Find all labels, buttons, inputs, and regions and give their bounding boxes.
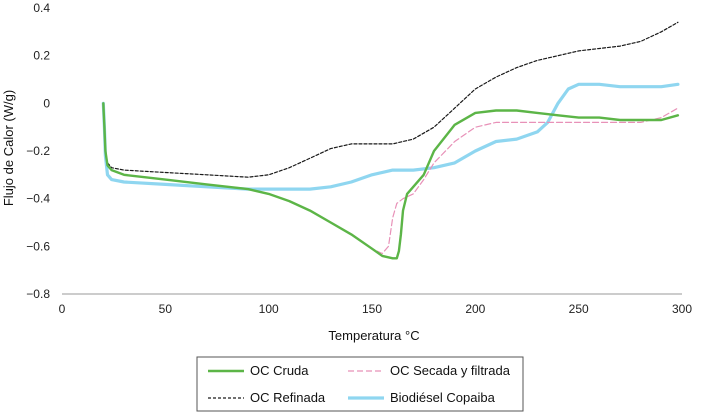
y-tick-label: −0.4 <box>26 192 50 206</box>
y-axis-title: Flujo de Calor (W/g) <box>1 90 16 206</box>
y-tick-label: −0.8 <box>26 287 50 301</box>
x-tick-label: 250 <box>569 302 589 316</box>
series-line <box>102 21 679 178</box>
x-axis-title: Temperatura °C <box>328 328 419 343</box>
x-tick-label: 150 <box>362 302 382 316</box>
legend-label: OC Secada y filtrada <box>390 363 511 378</box>
y-tick-label: 0.4 <box>33 1 50 15</box>
legend-label: OC Cruda <box>250 363 309 378</box>
axes: 0 50 100 150 200 250 300 0.4 0.2 0 −0.2 −0.4 −0.6 −0… <box>26 1 692 316</box>
legend-label: Biodiésel Copaiba <box>390 390 496 405</box>
y-tick-label: 0.2 <box>33 49 50 63</box>
y-tick-labels: 0.4 0.2 0 −0.2 −0.4 −0.6 −0.8 <box>26 1 50 301</box>
legend-items: OC Cruda OC Secada y filtrada OC Refinada B… <box>208 363 511 405</box>
legend: OC Cruda OC Secada y filtrada OC Refinada B… <box>196 356 524 412</box>
y-tick-label: 0 <box>43 96 50 110</box>
x-tick-label: 200 <box>465 302 485 316</box>
y-tick-label: −0.6 <box>26 239 50 253</box>
series-line <box>101 82 680 191</box>
plot-series <box>101 21 680 260</box>
series-line <box>102 102 679 255</box>
legend-frame <box>196 356 524 412</box>
x-tick-label: 300 <box>672 302 692 316</box>
x-tick-label: 0 <box>59 302 66 316</box>
x-tick-label: 50 <box>159 302 173 316</box>
x-tick-label: 100 <box>259 302 279 316</box>
y-tick-label: −0.2 <box>26 144 50 158</box>
legend-label: OC Refinada <box>250 390 326 405</box>
x-tick-labels: 0 50 100 150 200 250 300 <box>59 302 693 316</box>
series-line <box>102 102 680 260</box>
